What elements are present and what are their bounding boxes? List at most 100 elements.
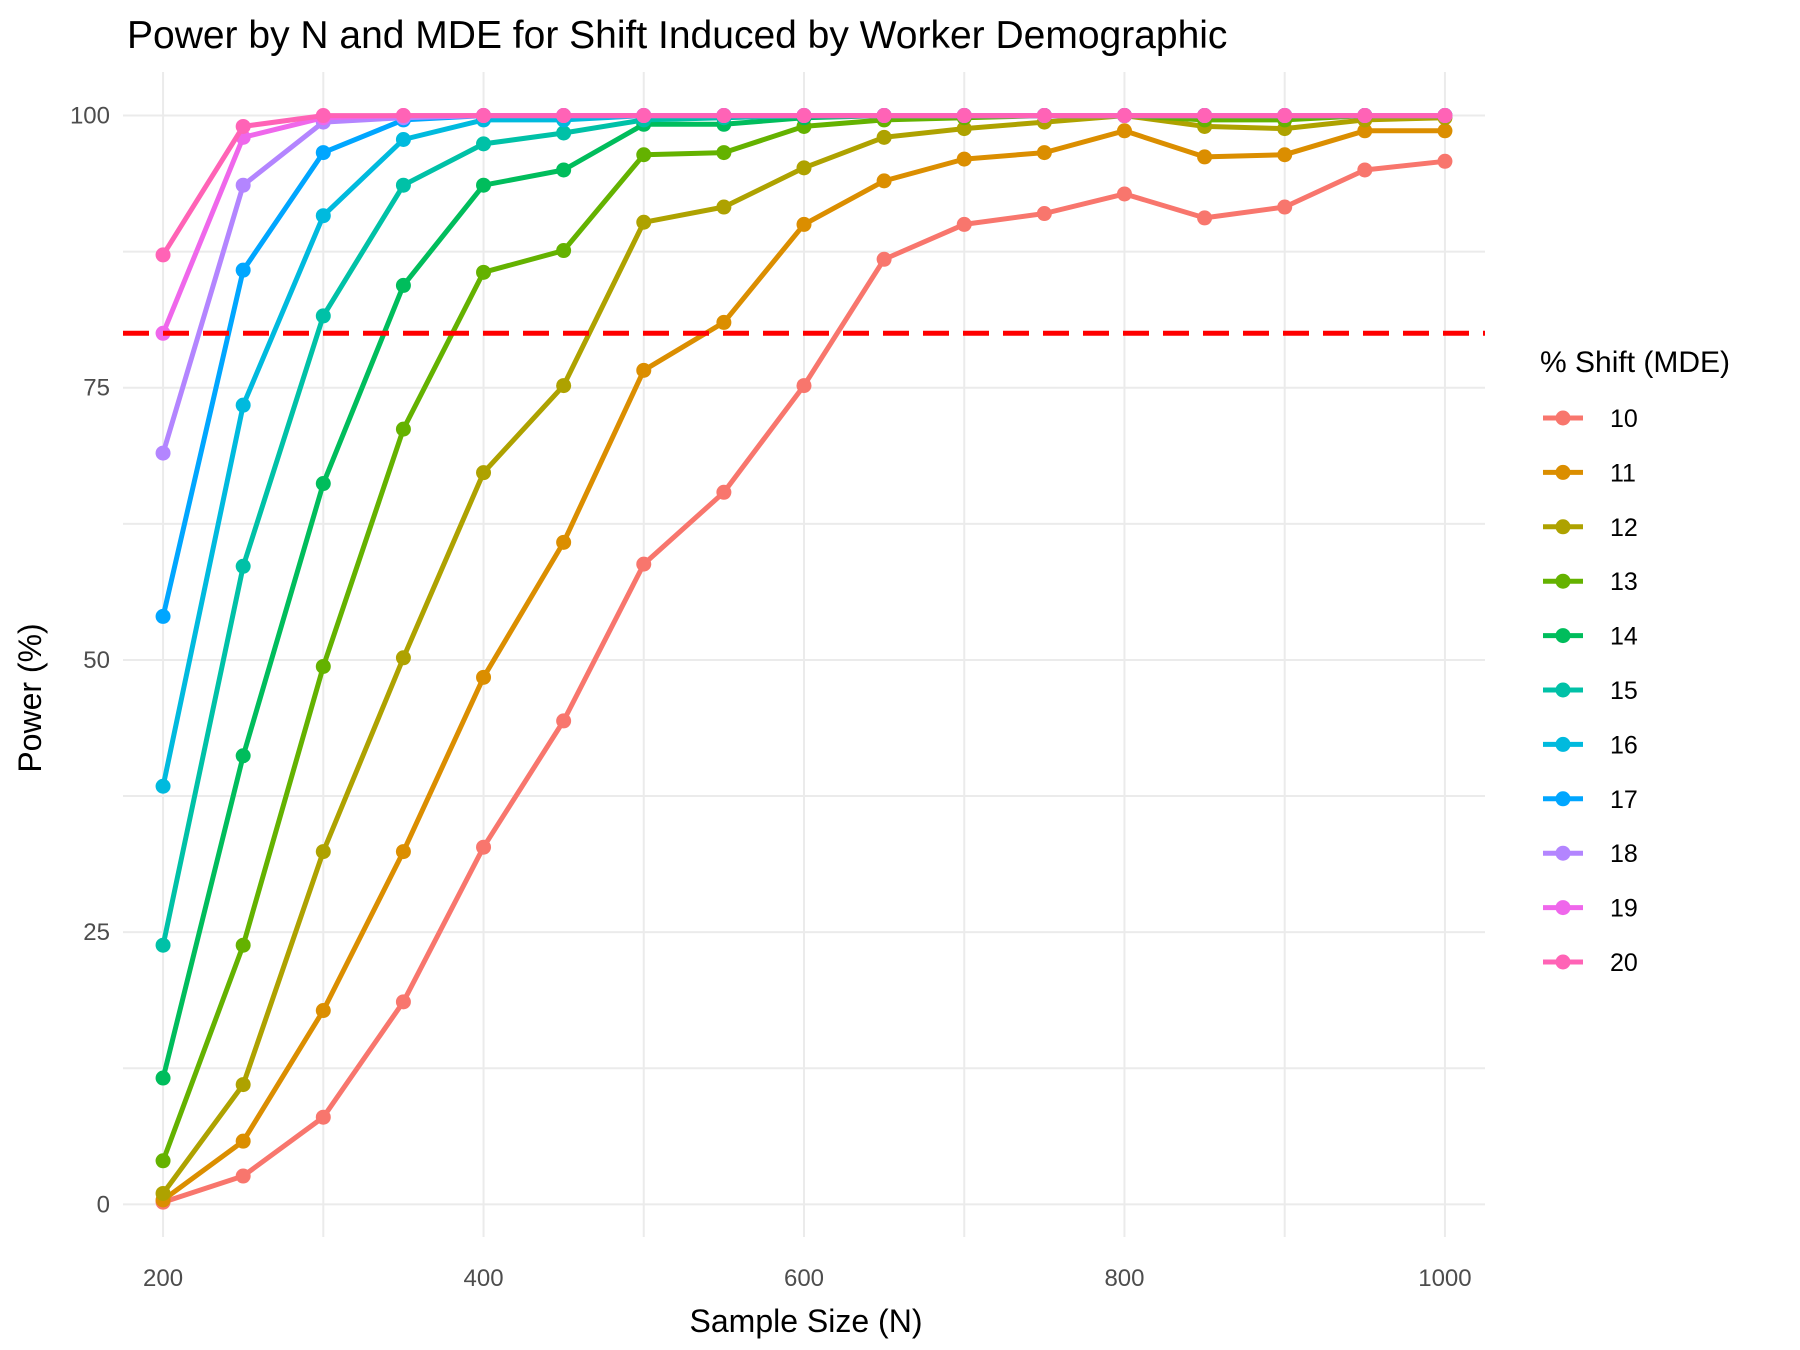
- data-point: [1036, 145, 1052, 161]
- legend-label: 15: [1610, 677, 1638, 705]
- data-point: [876, 173, 892, 189]
- legend-key-point: [1555, 682, 1571, 698]
- data-point: [1277, 108, 1293, 124]
- data-point: [395, 132, 411, 148]
- legend-key-point: [1555, 845, 1571, 861]
- legend-key-point: [1555, 519, 1571, 535]
- data-point: [155, 1070, 171, 1086]
- y-tick-label: 0: [97, 1191, 110, 1218]
- data-point: [476, 465, 492, 481]
- data-point: [235, 937, 251, 953]
- data-point: [876, 129, 892, 145]
- legend-label: 16: [1610, 731, 1638, 759]
- y-axis-title: Power (%): [12, 623, 48, 772]
- legend-label: 14: [1610, 623, 1638, 651]
- data-point: [1277, 199, 1293, 215]
- data-point: [796, 378, 812, 394]
- data-point: [1437, 108, 1453, 124]
- legend-key-point: [1555, 791, 1571, 807]
- data-point: [636, 108, 652, 124]
- legend-item-11: 11: [1543, 459, 1636, 487]
- data-point: [155, 247, 171, 263]
- data-point: [716, 314, 732, 330]
- x-axis-title: Sample Size (N): [690, 1303, 923, 1339]
- data-point: [315, 208, 331, 224]
- data-point: [395, 994, 411, 1010]
- data-point: [956, 121, 972, 137]
- data-point: [235, 1077, 251, 1093]
- data-point: [1197, 108, 1213, 124]
- data-point: [395, 108, 411, 124]
- data-point: [395, 421, 411, 437]
- data-point: [155, 937, 171, 953]
- legend-item-13: 13: [1543, 568, 1638, 596]
- data-point: [476, 177, 492, 193]
- y-tick-label: 25: [83, 919, 110, 946]
- data-point: [1277, 147, 1293, 163]
- legend-key-point: [1555, 410, 1571, 426]
- data-point: [956, 108, 972, 124]
- data-point: [395, 277, 411, 293]
- data-point: [315, 476, 331, 492]
- legend-title: % Shift (MDE): [1540, 346, 1730, 379]
- data-point: [155, 608, 171, 624]
- data-point: [315, 1003, 331, 1019]
- data-point: [1116, 186, 1132, 202]
- legend-label: 20: [1610, 949, 1638, 977]
- legend-item-17: 17: [1543, 786, 1638, 814]
- legend-key-point: [1555, 736, 1571, 752]
- data-point: [636, 362, 652, 378]
- data-point: [235, 1168, 251, 1184]
- legend-label: 18: [1610, 840, 1638, 868]
- data-point: [876, 108, 892, 124]
- data-point: [796, 216, 812, 232]
- x-tick-label: 400: [464, 1265, 504, 1292]
- legend-key-point: [1555, 628, 1571, 644]
- legend-label: 13: [1610, 568, 1638, 596]
- data-point: [556, 713, 572, 729]
- legend-key-point: [1555, 573, 1571, 589]
- data-point: [476, 264, 492, 280]
- data-point: [1116, 108, 1132, 124]
- x-tick-label: 800: [1104, 1265, 1144, 1292]
- data-point: [716, 199, 732, 215]
- y-tick-label: 75: [83, 375, 110, 402]
- data-point: [1036, 108, 1052, 124]
- data-point: [315, 108, 331, 124]
- data-point: [395, 177, 411, 193]
- data-point: [315, 658, 331, 674]
- data-point: [1437, 153, 1453, 169]
- legend-item-16: 16: [1543, 731, 1638, 759]
- data-point: [155, 778, 171, 794]
- data-point: [235, 1133, 251, 1149]
- data-point: [476, 136, 492, 152]
- data-point: [556, 534, 572, 550]
- y-tick-label: 50: [83, 647, 110, 674]
- data-point: [1116, 123, 1132, 139]
- series-20: [155, 108, 1453, 263]
- x-tick-label: 1000: [1418, 1265, 1471, 1292]
- data-point: [235, 118, 251, 134]
- legend-key-point: [1555, 900, 1571, 916]
- legend-label: 11: [1610, 459, 1636, 487]
- data-point: [1357, 162, 1373, 178]
- series-11: [155, 123, 1453, 1208]
- data-point: [235, 177, 251, 193]
- data-point: [155, 445, 171, 461]
- data-point: [1437, 123, 1453, 139]
- legend-label: 17: [1610, 786, 1638, 814]
- legend-item-20: 20: [1543, 949, 1638, 977]
- data-point: [956, 216, 972, 232]
- series-10: [155, 153, 1453, 1210]
- legend-label: 12: [1610, 514, 1638, 542]
- legend-key-point: [1555, 954, 1571, 970]
- data-point: [1357, 108, 1373, 124]
- data-point: [1197, 149, 1213, 165]
- data-point: [636, 214, 652, 230]
- data-point: [1036, 206, 1052, 222]
- legend-item-14: 14: [1543, 623, 1638, 651]
- data-point: [395, 844, 411, 860]
- x-tick-label: 600: [784, 1265, 824, 1292]
- data-point: [315, 1109, 331, 1125]
